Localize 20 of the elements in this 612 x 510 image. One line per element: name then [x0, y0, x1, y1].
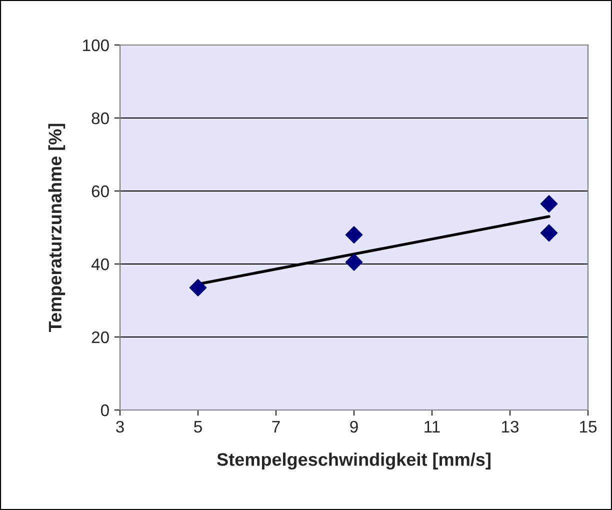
x-tick-label: 3 — [116, 420, 124, 433]
point — [540, 195, 558, 212]
x-axis-title: Stempelgeschwindigkeit [mm/s] — [217, 452, 490, 470]
y-tick-label: 20 — [92, 331, 109, 344]
point — [345, 226, 363, 244]
y-tick-label: 100 — [83, 39, 109, 52]
y-tick-label: 60 — [92, 185, 109, 198]
y-tick-label: 0 — [100, 404, 109, 416]
x-tick-label: 11 — [424, 421, 440, 432]
x-tick-label: 15 — [580, 421, 597, 433]
y-tick-label: 80 — [92, 112, 109, 124]
point — [189, 279, 207, 296]
point — [540, 224, 558, 242]
x-tick-label: 13 — [502, 420, 519, 433]
x-tick-label: 9 — [350, 420, 358, 433]
y-tick-label: 40 — [91, 258, 109, 270]
y-axis-title: Temperaturzunahme [%] — [48, 124, 66, 332]
x-tick-label: 7 — [272, 421, 280, 432]
point — [345, 253, 363, 271]
x-tick-label: 5 — [194, 421, 202, 433]
